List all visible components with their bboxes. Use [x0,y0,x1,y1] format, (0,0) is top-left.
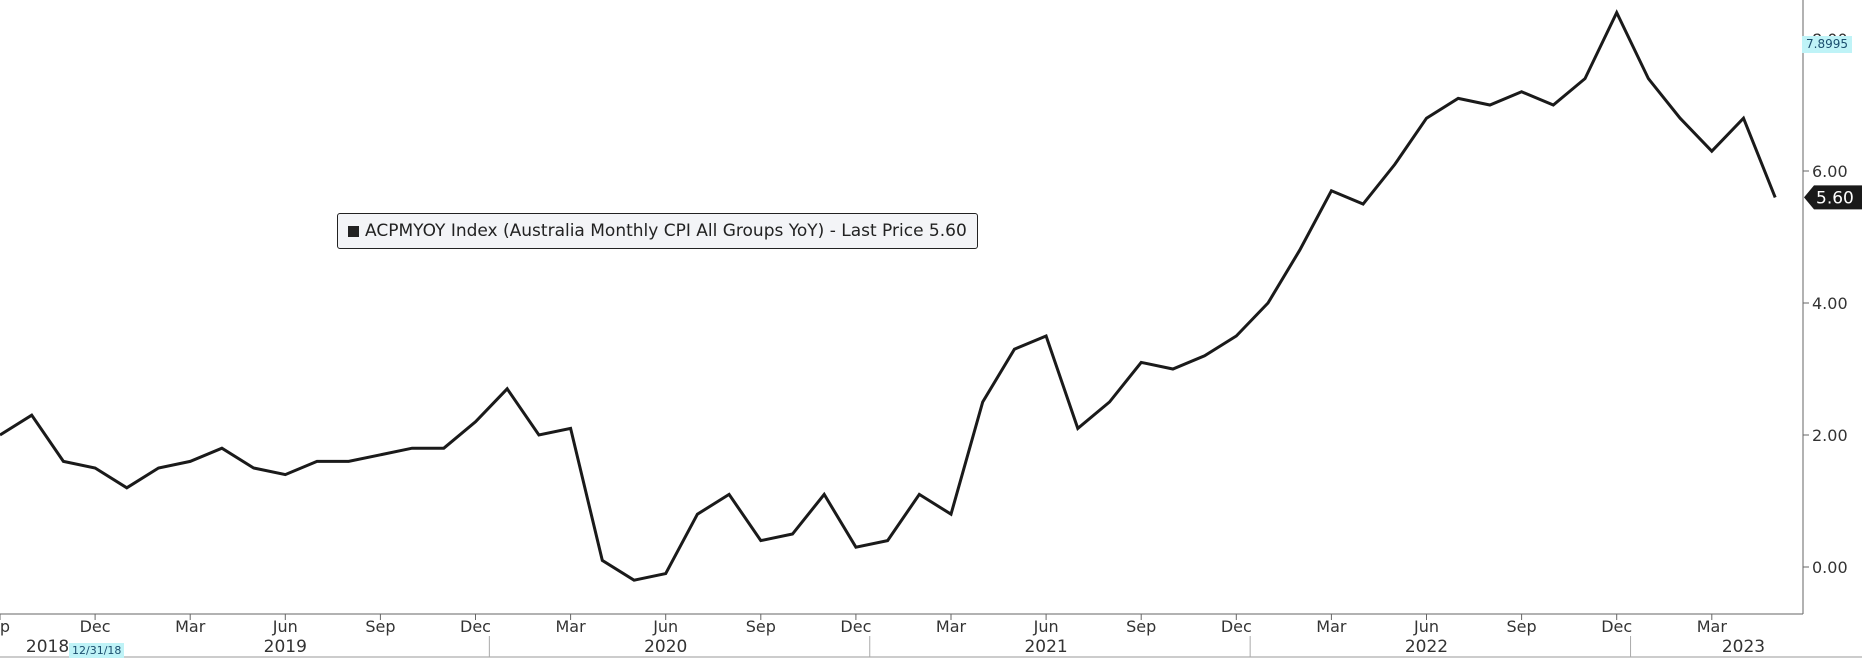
x-month-label: Sep [1507,617,1537,636]
y-tick-label: 0.00 [1812,558,1848,577]
x-month-label: Dec [460,617,491,636]
x-month-label: Jun [272,617,298,636]
x-month-label: Mar [936,617,967,636]
x-month-label: Jun [1033,617,1059,636]
x-month-label: Dec [1221,617,1252,636]
tick-labels: 0.002.004.006.008.00epDecMarJunSepDecMar… [0,30,1848,657]
x-year-label: 2018 [26,637,69,657]
x-month-label: Dec [80,617,111,636]
x-month-label: Mar [1697,617,1728,636]
top-right-value-badge: 7.8995 [1802,36,1852,53]
x-month-label: Mar [556,617,587,636]
x-month-label: Dec [1601,617,1632,636]
x-month-label: Jun [652,617,678,636]
series-line [0,9,1777,582]
x-month-label: ep [0,617,10,636]
x-year-label: 2019 [264,637,307,657]
last-price-tag: 5.60 [1804,185,1862,210]
y-tick-label: 4.00 [1812,294,1848,313]
chart-legend: ACPMYOY Index (Australia Monthly CPI All… [337,213,978,249]
legend-swatch [348,225,359,237]
x-month-label: Sep [746,617,776,636]
x-year-label: 2020 [644,637,687,657]
y-tick-label: 2.00 [1812,426,1848,445]
series-group [0,9,1777,582]
legend-text: ACPMYOY Index (Australia Monthly CPI All… [365,221,967,241]
x-month-label: Jun [1413,617,1439,636]
x-month-label: Sep [365,617,395,636]
y-tick-label: 6.00 [1812,162,1848,181]
x-month-label: Mar [1316,617,1347,636]
x-month-label: Sep [1126,617,1156,636]
x-month-label: Dec [840,617,871,636]
x-month-label: Mar [175,617,206,636]
date-badge: 12/31/18 [69,643,125,658]
x-year-label: 2022 [1405,637,1448,657]
last-price-tag-text: 5.60 [1816,188,1854,208]
x-year-label: 2021 [1024,637,1067,657]
last-price-tag-bg [1804,185,1862,210]
x-year-label: 2023 [1722,637,1765,657]
